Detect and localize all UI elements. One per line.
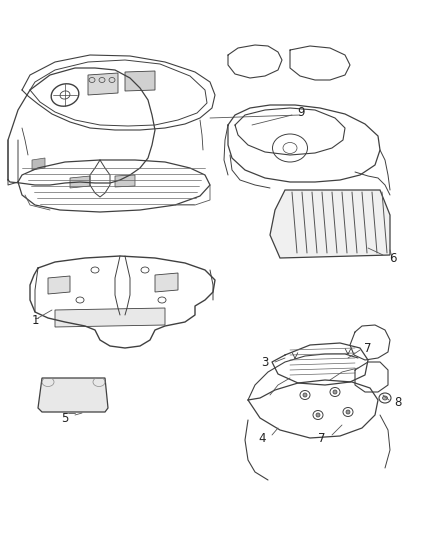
Text: 1: 1 bbox=[31, 313, 39, 327]
Text: 8: 8 bbox=[394, 395, 402, 408]
Polygon shape bbox=[155, 273, 178, 292]
Polygon shape bbox=[70, 176, 90, 188]
Polygon shape bbox=[55, 308, 165, 327]
Text: 4: 4 bbox=[258, 432, 266, 445]
Ellipse shape bbox=[333, 390, 337, 394]
Polygon shape bbox=[270, 190, 390, 258]
Text: 6: 6 bbox=[389, 252, 397, 264]
Text: 9: 9 bbox=[297, 107, 305, 119]
Polygon shape bbox=[88, 73, 118, 95]
Polygon shape bbox=[32, 158, 45, 170]
Polygon shape bbox=[38, 378, 108, 412]
Ellipse shape bbox=[346, 410, 350, 414]
Text: 7: 7 bbox=[318, 432, 326, 445]
Polygon shape bbox=[115, 175, 135, 187]
Text: 7: 7 bbox=[364, 342, 372, 354]
Ellipse shape bbox=[316, 413, 320, 417]
Ellipse shape bbox=[382, 396, 388, 400]
Text: 5: 5 bbox=[61, 411, 69, 424]
Polygon shape bbox=[48, 276, 70, 294]
Ellipse shape bbox=[303, 393, 307, 397]
Polygon shape bbox=[125, 71, 155, 91]
Text: 3: 3 bbox=[261, 356, 268, 368]
